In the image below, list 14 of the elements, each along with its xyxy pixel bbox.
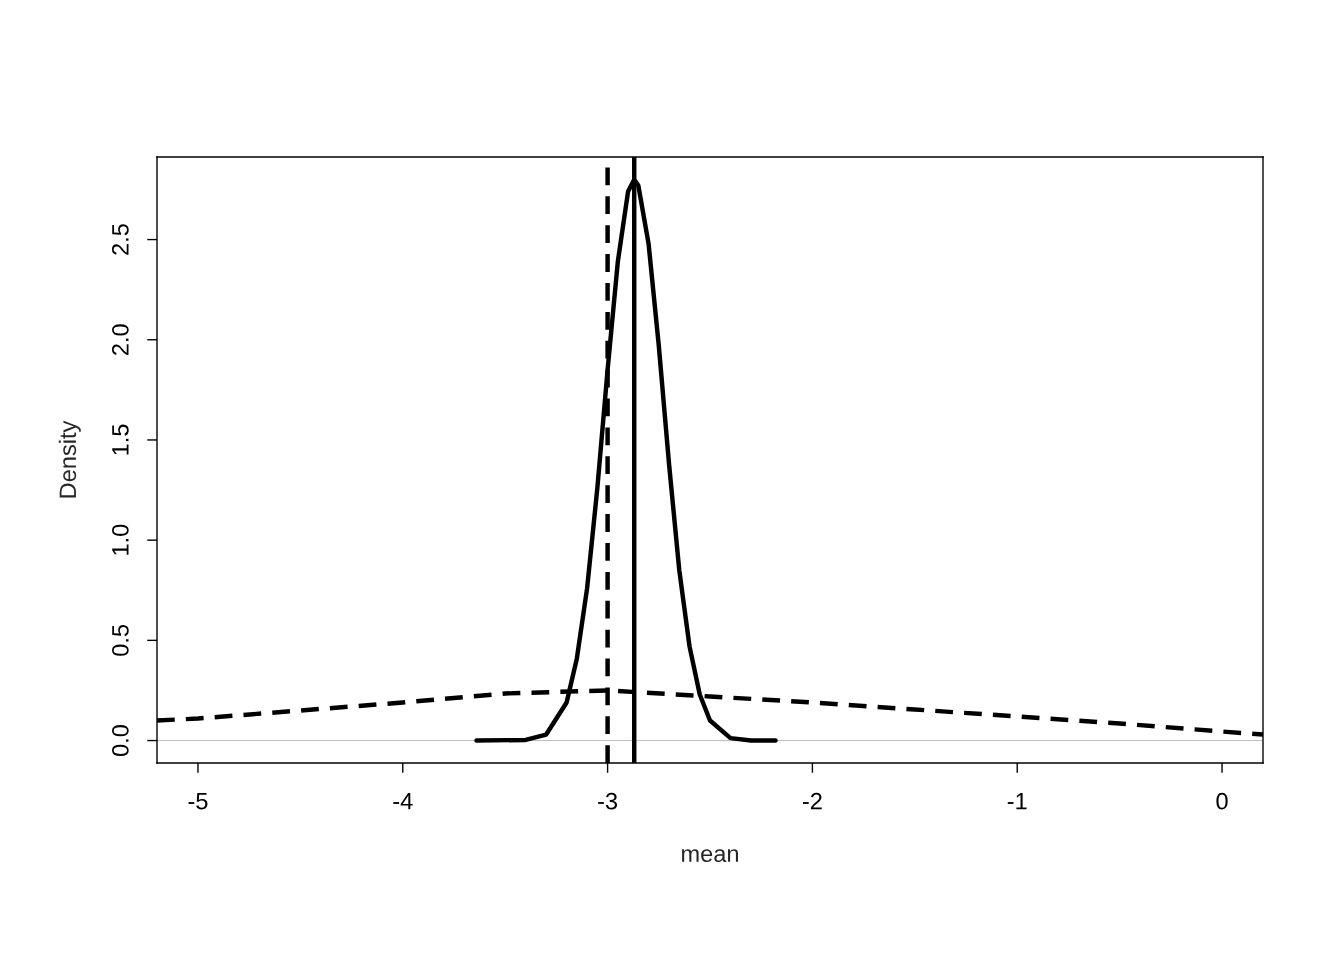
y-tick-label: 0.0 bbox=[112, 725, 129, 757]
x-tick-label: -5 bbox=[188, 793, 208, 810]
x-tick-label: -4 bbox=[393, 793, 413, 810]
y-tick-label: 0.5 bbox=[112, 624, 129, 656]
y-axis-title: Density bbox=[58, 420, 81, 498]
y-tick-label: 2.0 bbox=[112, 324, 129, 355]
x-axis-title: mean bbox=[682, 849, 738, 863]
y-tick-label: 1.5 bbox=[112, 424, 129, 455]
y-tick-label: 1.0 bbox=[112, 524, 129, 555]
y-tick-label: 2.5 bbox=[112, 224, 129, 255]
x-tick-label: -2 bbox=[802, 792, 822, 810]
x-tick-label: -3 bbox=[598, 792, 618, 810]
x-tick-label: 0 bbox=[1216, 792, 1228, 810]
x-tick-label: -1 bbox=[1007, 793, 1027, 810]
